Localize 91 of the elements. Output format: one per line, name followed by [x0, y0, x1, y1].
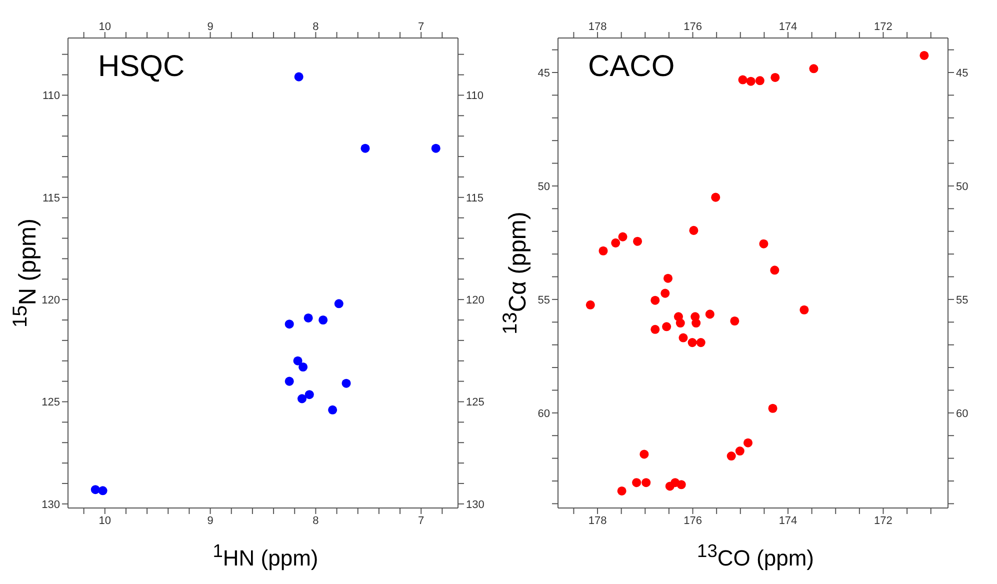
point [598, 246, 608, 256]
point [755, 76, 764, 86]
point [617, 486, 626, 496]
x-tick-label: 176 [684, 21, 702, 33]
y2-tick-label: 125 [466, 396, 484, 409]
point [284, 376, 294, 386]
point [689, 226, 698, 235]
y-tick-label: 125 [42, 396, 60, 409]
x2-tick-label: 10 [98, 514, 112, 527]
point [328, 405, 338, 414]
point [298, 362, 308, 372]
point [650, 296, 660, 305]
point [98, 486, 108, 496]
y-tick-label: 55 [538, 294, 550, 306]
y-tick-label: 60 [538, 408, 550, 420]
y2-tick-label: 55 [956, 294, 968, 306]
point [304, 390, 314, 400]
point [676, 318, 685, 328]
x2-tick-label: 172 [874, 514, 892, 527]
point [586, 300, 595, 310]
x2-tick-label: 7 [418, 514, 424, 527]
point [640, 450, 649, 459]
point [711, 192, 720, 202]
y-tick-label: 110 [42, 90, 60, 102]
point [809, 64, 818, 74]
x-tick-label: 172 [874, 21, 892, 33]
point [650, 324, 660, 334]
point [920, 50, 929, 60]
y-tick-label: 120 [42, 294, 60, 306]
point [676, 480, 686, 490]
point [342, 378, 351, 388]
point [632, 478, 642, 488]
point [768, 404, 778, 413]
point [294, 72, 304, 82]
point [663, 274, 673, 283]
point [642, 478, 651, 488]
point [618, 232, 628, 242]
y-tick-label: 50 [538, 180, 550, 193]
y2-tick-label: 45 [956, 67, 968, 80]
x-tick-label: 174 [778, 21, 798, 33]
y2-tick-label: 110 [466, 90, 484, 102]
y2-tick-label: 50 [956, 180, 968, 193]
point [611, 238, 620, 248]
point [688, 338, 697, 348]
x-tick-label: 7 [418, 21, 424, 33]
x2-tick-label: 8 [312, 514, 319, 527]
y2-tick-label: 115 [466, 192, 484, 204]
x-tick-label: 9 [207, 21, 214, 33]
point [360, 144, 370, 153]
point [334, 299, 344, 308]
point [738, 75, 748, 84]
point [743, 438, 753, 448]
point [746, 76, 756, 86]
x2-tick-label: 9 [207, 514, 214, 527]
point [297, 394, 307, 404]
point [304, 313, 313, 322]
x2-tick-label: 178 [588, 514, 607, 527]
point [800, 305, 809, 314]
y2-tick-label: 130 [466, 498, 484, 511]
chart-title: HSQC [98, 50, 185, 84]
y-tick-label: 45 [538, 67, 550, 80]
point [696, 338, 706, 348]
point [770, 72, 780, 82]
point [318, 315, 328, 325]
y2-tick-label: 120 [466, 294, 484, 306]
point [633, 236, 642, 246]
x-axis-title: $^{1}$HN (ppm) [212, 539, 320, 572]
point [726, 452, 736, 461]
point [692, 318, 701, 328]
x2-tick-label: 176 [684, 514, 702, 527]
point [662, 322, 672, 332]
point [770, 266, 780, 275]
point [705, 310, 714, 319]
chart-title: CACO [588, 50, 675, 84]
point [735, 446, 744, 456]
point [90, 485, 100, 494]
y2-tick-label: 60 [956, 408, 968, 420]
point [284, 320, 294, 329]
x2-tick-label: 174 [778, 514, 798, 527]
x-tick-label: 178 [588, 21, 607, 33]
point [730, 316, 740, 326]
point [431, 144, 440, 153]
point [660, 288, 670, 298]
x-axis-title: $^{13}$CO (ppm) [696, 539, 815, 572]
point [759, 239, 768, 248]
point [293, 356, 302, 366]
y-tick-label: 130 [42, 498, 60, 511]
x-tick-label: 10 [98, 21, 112, 33]
y-tick-label: 115 [42, 192, 60, 204]
point [678, 333, 688, 342]
x-tick-label: 8 [312, 21, 319, 33]
